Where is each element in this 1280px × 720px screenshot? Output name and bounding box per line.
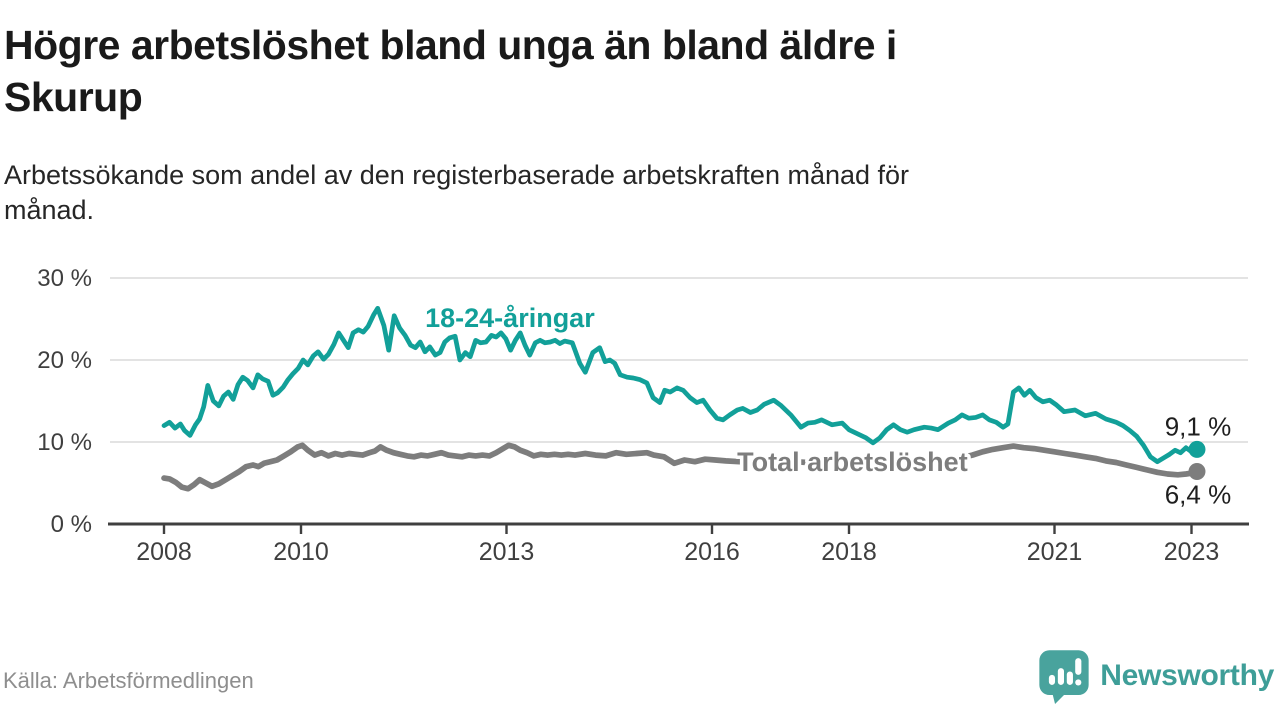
page-subtitle-line-1: Arbetssökande som andel av den registerb… — [4, 160, 910, 190]
y-tick-label: 30 % — [37, 265, 92, 292]
y-tick-label: 10 % — [37, 429, 92, 456]
series-line-total — [161, 442, 1200, 492]
end-dot-youth — [1188, 440, 1206, 458]
end-value-label-youth: 9,1 % — [1165, 411, 1232, 441]
page-title-line-2: Skurup — [4, 73, 143, 120]
series-line-youth — [161, 305, 1200, 465]
x-tick-label: 2018 — [821, 538, 877, 566]
page-subtitle-line-2: månad. — [4, 195, 95, 226]
x-tick-label: 2016 — [684, 538, 740, 566]
newsworthy-bubble-barchart-icon — [1039, 650, 1089, 704]
page-subtitle: Arbetssökande som andel av den registerb… — [4, 158, 1184, 228]
page-title-line-1: Högre arbetslöshet bland unga än bland ä… — [4, 22, 897, 68]
x-tick-label: 2021 — [1027, 538, 1083, 566]
series-label-youth: 18-24-åringar — [425, 303, 595, 333]
source-note: Källa: Arbetsförmedlingen — [3, 668, 254, 693]
x-tick-label: 2010 — [273, 538, 329, 566]
end-dot-total — [1188, 463, 1206, 481]
page-title: Högre arbetslöshet bland unga än bland ä… — [4, 20, 1164, 123]
x-tick-label: 2008 — [136, 538, 192, 566]
end-value-label-total: 6,4 % — [1165, 480, 1232, 510]
x-tick-label: 2013 — [479, 538, 535, 566]
newsworthy-logo[interactable]: Newsworthy — [1037, 648, 1274, 704]
newsworthy-wordmark: Newsworthy — [1100, 659, 1274, 692]
y-tick-label: 20 % — [37, 347, 92, 374]
y-tick-label: 0 % — [51, 511, 92, 538]
x-tick-label: 2023 — [1164, 538, 1220, 566]
series-label-total: Total arbetslöshet — [737, 447, 968, 477]
